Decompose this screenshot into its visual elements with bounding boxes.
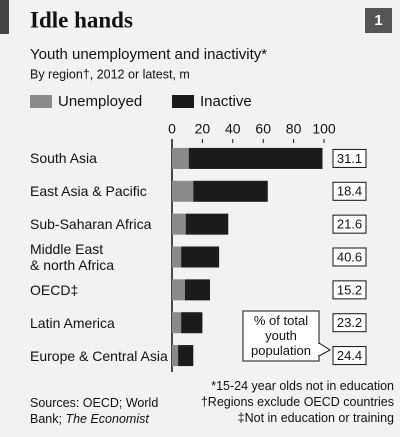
bar-segment [178, 345, 194, 367]
share-label: 40.6 [337, 249, 362, 264]
x-tick-label: 40 [225, 121, 241, 137]
bar-segment [185, 213, 229, 235]
legend-swatch [172, 95, 194, 108]
annotation-pointer [318, 342, 331, 357]
category-label: East Asia & Pacific [30, 183, 147, 200]
footnotes: *15-24 year olds not in education †Regio… [201, 378, 394, 426]
x-tick-label: 20 [195, 121, 211, 137]
share-label: 18.4 [337, 184, 362, 199]
bar-segment [181, 312, 203, 334]
category-label: OECD‡ [30, 281, 79, 298]
pointer-cover [318, 344, 320, 355]
badge-box [365, 8, 392, 33]
category-label: Middle East & north Africa [30, 241, 115, 273]
bar-segment [181, 246, 220, 268]
chart-title: Idle hands [30, 7, 133, 32]
source: Sources: OECD; World Bank; The Economist [30, 395, 170, 427]
badge: 1 [374, 12, 382, 29]
x-tick-label: 80 [286, 121, 302, 137]
footnote: †Regions exclude OECD countries [200, 395, 394, 409]
share-box [332, 247, 367, 267]
bar-segment [188, 147, 323, 169]
bar-segment [172, 279, 185, 301]
annotation-box [242, 310, 320, 362]
bar-segment [172, 312, 182, 334]
category-label: Latin America [30, 314, 115, 331]
footnote: *15-24 year olds not in education [211, 379, 394, 393]
legend-swatch [30, 95, 52, 108]
share-label: 23.2 [337, 315, 362, 330]
corner-tag [0, 0, 9, 34]
category-label: South Asia [30, 150, 97, 167]
source-text: Sources: OECD; World Bank; [30, 396, 159, 426]
annotation: % of total youth population [251, 313, 311, 358]
share-label: 31.1 [337, 151, 362, 166]
share-box [332, 280, 367, 300]
x-tick-label: 0 [168, 121, 176, 137]
bar-segment [172, 345, 179, 367]
x-tick-label: 100 [312, 121, 336, 137]
footnote: ‡Not in education or training [237, 411, 394, 425]
bar-segment [172, 180, 194, 202]
category-label: Europe & Central Asia [30, 347, 168, 364]
category-label: Sub-Saharan Africa [30, 216, 152, 233]
bar-segment [172, 147, 189, 169]
bar-segment [172, 213, 186, 235]
share-box [332, 313, 367, 333]
share-label: 24.4 [337, 348, 362, 363]
source-italic: The Economist [65, 412, 149, 426]
annotation-text: % of total youth population [251, 313, 311, 358]
legend-label: Unemployed [58, 93, 142, 110]
subtitle: Youth unemployment and inactivity* [30, 46, 267, 63]
unit-note: By region†, 2012 or latest, m [30, 67, 190, 81]
share-box [332, 181, 367, 201]
share-box [332, 214, 367, 234]
bar-segment [184, 279, 210, 301]
x-tick-label: 60 [255, 121, 271, 137]
bar-segment [172, 246, 182, 268]
legend-label: Inactive [200, 93, 252, 110]
share-box [332, 148, 367, 168]
share-label: 15.2 [337, 282, 362, 297]
share-label: 21.6 [337, 217, 362, 232]
bar-segment [193, 180, 268, 202]
share-box [332, 346, 367, 366]
